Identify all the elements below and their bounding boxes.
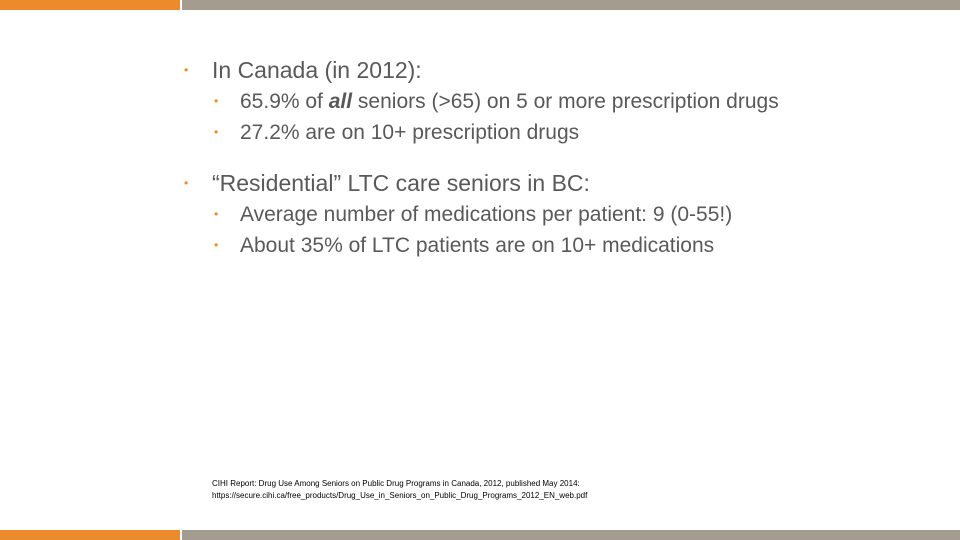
sub-bullet-ten-plus: • 27.2% are on 10+ prescription drugs <box>170 117 790 148</box>
bottom-accent-bar <box>0 530 960 540</box>
bullet-residential-ltc: • “Residential” LTC care seniors in BC: <box>170 167 790 199</box>
bullet-icon: • <box>214 207 219 221</box>
sub-bullet-text: About 35% of LTC patients are on 10+ med… <box>240 234 715 257</box>
top-orange-segment <box>0 0 180 10</box>
sub-bullet-35-percent: • About 35% of LTC patients are on 10+ m… <box>170 230 790 261</box>
sub-bullet-text-start: 65.9% of <box>240 90 329 113</box>
bullet-icon: • <box>184 176 189 190</box>
bottom-gray-segment <box>182 530 960 540</box>
bullet-icon: • <box>214 125 219 139</box>
bullet-icon: • <box>184 63 189 77</box>
sub-bullet-average-meds: • Average number of medications per pati… <box>170 199 790 230</box>
top-gray-segment <box>182 0 960 10</box>
sub-bullet-text: Average number of medications per patien… <box>240 203 733 226</box>
sub-bullet-text: 27.2% are on 10+ prescription drugs <box>240 121 580 144</box>
sub-bullet-all-seniors: • 65.9% of all seniors (>65) on 5 or mor… <box>170 86 790 117</box>
footnote-citation: CIHI Report: Drug Use Among Seniors on P… <box>212 479 580 488</box>
bullet-text: In Canada (in 2012): <box>212 57 422 83</box>
bullet-icon: • <box>214 94 219 108</box>
bullet-icon: • <box>214 238 219 252</box>
slide-content: • In Canada (in 2012): • 65.9% of all se… <box>170 54 790 261</box>
bottom-orange-segment <box>0 530 180 540</box>
sub-bullet-text-end: seniors (>65) on 5 or more prescription … <box>352 90 779 113</box>
bullet-text: “Residential” LTC care seniors in BC: <box>212 170 590 196</box>
source-footnote: CIHI Report: Drug Use Among Seniors on P… <box>212 478 912 502</box>
top-accent-bar <box>0 0 960 10</box>
footnote-url[interactable]: https://secure.cihi.ca/free_products/Dru… <box>212 491 588 500</box>
bullet-canada-2012: • In Canada (in 2012): <box>170 54 790 86</box>
emphasis-all: all <box>328 90 353 113</box>
